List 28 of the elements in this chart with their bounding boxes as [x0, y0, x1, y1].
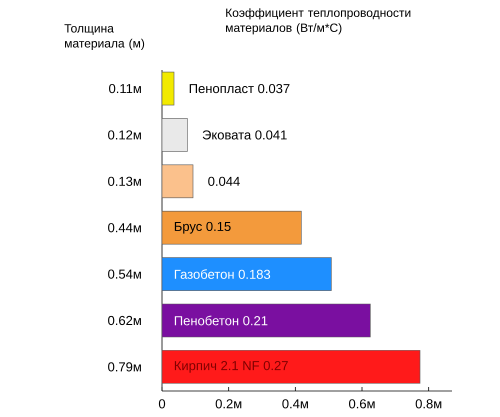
- bar: [162, 164, 194, 198]
- annotation: Пенопласт 0.037: [190, 84, 290, 94]
- bar: [162, 257, 332, 291]
- annotation: Брус 0.15: [174, 222, 231, 234]
- bar: [162, 304, 371, 338]
- annotation: 0.044: [208, 176, 240, 186]
- x-tick-label: 0.6м: [349, 399, 375, 408]
- y-tick-label: 0.79м: [108, 362, 141, 372]
- y-tick-label: 0.62м: [108, 316, 141, 326]
- x-tick-label: 0.2м: [216, 399, 242, 408]
- bar: [162, 350, 420, 384]
- annotation: Кирпич 2.1 NF 0.27: [174, 360, 288, 373]
- y-tick-label: 0.13м: [108, 176, 141, 186]
- x-tick-label: 0: [158, 399, 166, 408]
- x-tick-label: 0.8м: [416, 399, 442, 408]
- x-tick-label: 0.4м: [282, 399, 308, 408]
- bar: [162, 72, 174, 106]
- bar: [162, 118, 188, 152]
- bar: [162, 210, 302, 245]
- annotation: Газобетон 0.183: [174, 269, 270, 279]
- y-tick-label: 0.12м: [108, 130, 141, 140]
- y-tick-label: 0.54м: [108, 270, 141, 279]
- chart-title: Коэффициент теплопроводности материалов (Вт/м*С): [226, 8, 410, 34]
- annotation: Пенобетон 0.21: [174, 316, 268, 326]
- annotation: Эковата 0.041: [202, 130, 287, 140]
- y-tick-label: 0.11м: [109, 84, 141, 94]
- y-tick-label: 0.44м: [108, 223, 141, 232]
- y-axis-title: Толщина материала (м): [64, 24, 144, 50]
